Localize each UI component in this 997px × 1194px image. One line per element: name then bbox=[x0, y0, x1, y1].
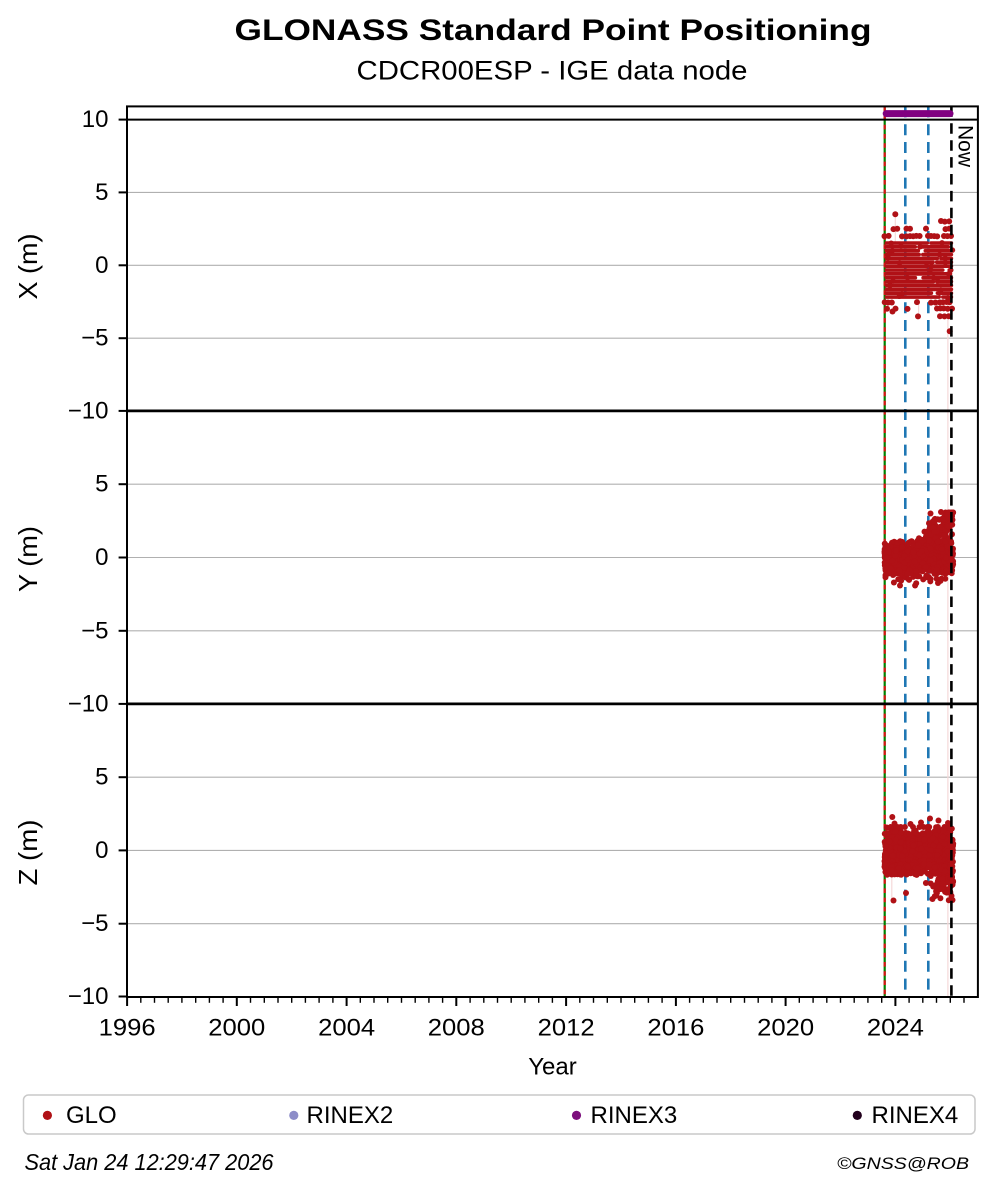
svg-text:2020: 2020 bbox=[757, 1015, 814, 1042]
svg-text:10: 10 bbox=[82, 106, 109, 133]
svg-text:5: 5 bbox=[95, 471, 108, 498]
svg-text:2016: 2016 bbox=[647, 1015, 704, 1042]
svg-text:X (m): X (m) bbox=[13, 234, 43, 300]
svg-text:©GNSS@ROB: ©GNSS@ROB bbox=[837, 1155, 969, 1173]
svg-text:2012: 2012 bbox=[538, 1015, 595, 1042]
svg-text:RINEX2: RINEX2 bbox=[307, 1102, 394, 1129]
svg-text:5: 5 bbox=[95, 179, 108, 206]
svg-text:−10: −10 bbox=[68, 690, 109, 717]
svg-text:CDCR00ESP - IGE data node: CDCR00ESP - IGE data node bbox=[357, 56, 748, 86]
svg-text:0: 0 bbox=[95, 544, 108, 571]
svg-text:−10: −10 bbox=[68, 397, 109, 424]
svg-text:Z (m): Z (m) bbox=[13, 820, 43, 886]
svg-text:1996: 1996 bbox=[99, 1015, 156, 1042]
svg-text:Y (m): Y (m) bbox=[13, 526, 43, 592]
svg-text:−5: −5 bbox=[81, 617, 108, 644]
svg-text:RINEX4: RINEX4 bbox=[872, 1102, 959, 1129]
svg-text:5: 5 bbox=[95, 764, 108, 791]
svg-text:2000: 2000 bbox=[208, 1015, 265, 1042]
svg-text:2008: 2008 bbox=[428, 1015, 485, 1042]
svg-text:Sat Jan 24 12:29:47 2026: Sat Jan 24 12:29:47 2026 bbox=[25, 1149, 275, 1175]
svg-text:RINEX3: RINEX3 bbox=[591, 1102, 678, 1129]
svg-text:2024: 2024 bbox=[867, 1015, 924, 1042]
svg-text:−5: −5 bbox=[81, 325, 108, 352]
svg-text:0: 0 bbox=[95, 837, 108, 864]
svg-text:0: 0 bbox=[95, 252, 108, 279]
svg-text:Year: Year bbox=[528, 1054, 577, 1081]
svg-text:2004: 2004 bbox=[318, 1015, 375, 1042]
svg-text:GLO: GLO bbox=[66, 1102, 117, 1129]
svg-text:Now: Now bbox=[954, 125, 977, 168]
svg-text:−5: −5 bbox=[81, 910, 108, 937]
svg-text:−10: −10 bbox=[68, 983, 109, 1010]
svg-text:GLONASS Standard Point Positio: GLONASS Standard Point Positioning bbox=[235, 14, 872, 47]
